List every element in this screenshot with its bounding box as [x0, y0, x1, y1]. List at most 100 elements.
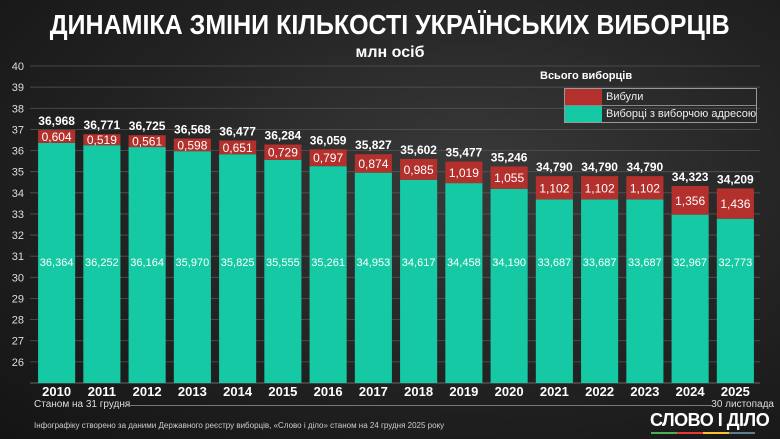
chart-title-container: ДИНАМІКА ЗМІНИ КІЛЬКОСТІ УКРАЇНСЬКИХ ВИБ… [0, 8, 780, 42]
legend-title: Всього виборців [540, 70, 633, 82]
note-left: Станом на 31 грудня [34, 399, 131, 410]
logo-stripe [651, 432, 755, 434]
total-value-label: 35,602 [400, 143, 437, 157]
x-tick-label: 2012 [133, 384, 162, 399]
x-tick-label: 2014 [223, 384, 253, 399]
legend-item-vybuly: Вибули [565, 89, 756, 106]
dropped-value-label: 0,598 [177, 138, 207, 152]
bar-segment-with-address [581, 199, 619, 383]
bar-segment-dropped-out [490, 166, 528, 189]
address-value-label: 34,953 [357, 257, 391, 269]
bar-segment-dropped-out [128, 135, 166, 148]
x-tick-label: 2020 [495, 384, 524, 399]
bar-segment-with-address [626, 199, 664, 383]
dropped-value-label: 1,019 [449, 166, 479, 180]
bar-segment-with-address [309, 166, 347, 383]
bar-segment-with-address [264, 159, 302, 383]
total-value-label: 36,568 [174, 123, 211, 137]
address-value-label: 36,252 [85, 257, 119, 269]
dropped-value-label: 0,797 [313, 151, 343, 165]
dropped-value-label: 1,102 [585, 181, 615, 195]
x-tick-label: 2021 [540, 384, 569, 399]
bar-segment-with-address [173, 151, 211, 383]
address-value-label: 34,617 [402, 257, 436, 269]
x-tick-label: 2010 [42, 384, 71, 399]
bar-segment-with-address [400, 179, 438, 383]
address-value-label: 33,687 [538, 257, 572, 269]
dropped-value-label: 0,651 [223, 141, 253, 155]
x-tick-label: 2016 [314, 384, 343, 399]
bar-segment-with-address [445, 183, 483, 383]
y-tick-label: 37 [12, 124, 24, 136]
y-tick-label: 38 [12, 103, 24, 115]
x-tick-label: 2019 [449, 384, 478, 399]
chart-title: ДИНАМІКА ЗМІНИ КІЛЬКОСТІ УКРАЇНСЬКИХ ВИБ… [50, 9, 730, 40]
note-right: 30 листопада [711, 399, 774, 410]
bar-segment-with-address [83, 145, 121, 383]
dropped-value-label: 0,985 [404, 163, 434, 177]
legend-item-address: Виборці з виборчою адресою [565, 106, 756, 122]
bar-segment-dropped-out [535, 176, 573, 200]
address-value-label: 35,970 [176, 257, 210, 269]
total-value-label: 34,790 [536, 160, 573, 174]
y-tick-label: 28 [12, 315, 24, 327]
legend-label: Вибули [606, 91, 644, 103]
x-tick-label: 2024 [676, 384, 706, 399]
x-tick-label: 2023 [630, 384, 659, 399]
total-value-label: 36,968 [38, 114, 75, 128]
bar-segment-dropped-out [83, 134, 121, 146]
bar-segment-with-address [716, 218, 754, 383]
bar-segment-dropped-out [445, 161, 483, 184]
y-tick-label: 29 [12, 293, 24, 305]
dropped-value-label: 1,055 [494, 171, 524, 185]
x-tick-label: 2022 [585, 384, 614, 399]
dropped-value-label: 0,561 [132, 135, 162, 149]
x-tick-label: 2018 [404, 384, 433, 399]
y-tick-label: 34 [12, 188, 24, 200]
y-tick-label: 32 [12, 230, 24, 242]
bar-segment-dropped-out [716, 188, 754, 219]
address-value-label: 36,364 [40, 257, 74, 269]
y-tick-label: 35 [12, 167, 24, 179]
bar-segment-dropped-out [309, 149, 347, 167]
address-value-label: 32,967 [673, 257, 707, 269]
bar-segment-dropped-out [400, 158, 438, 180]
y-tick-label: 26 [12, 357, 24, 369]
y-tick-label: 30 [12, 272, 24, 284]
total-value-label: 34,790 [627, 160, 664, 174]
total-value-label: 34,323 [672, 170, 709, 184]
bar-segment-dropped-out [264, 144, 302, 160]
address-value-label: 36,164 [130, 257, 164, 269]
bar-segment-with-address [354, 172, 392, 383]
dropped-value-label: 0,519 [87, 133, 117, 147]
legend-swatch-green [565, 106, 602, 122]
address-value-label: 35,261 [311, 257, 345, 269]
bar-segment-with-address [128, 147, 166, 383]
y-tick-label: 40 [12, 61, 24, 73]
chart-subtitle: млн осіб [355, 44, 425, 61]
dropped-value-label: 0,604 [42, 130, 72, 144]
logo: СЛОВО І ДІЛО [650, 410, 770, 430]
timeline-divider [123, 405, 712, 406]
total-value-label: 34,209 [717, 172, 754, 186]
y-tick-label: 27 [12, 336, 24, 348]
address-value-label: 34,190 [492, 257, 526, 269]
total-value-label: 34,790 [581, 160, 618, 174]
dropped-value-label: 1,436 [720, 197, 750, 211]
total-value-label: 35,246 [491, 150, 528, 164]
x-tick-label: 2013 [178, 384, 207, 399]
dropped-value-label: 1,356 [675, 194, 705, 208]
bar-segment-dropped-out [626, 176, 664, 200]
dropped-value-label: 1,102 [539, 181, 569, 195]
y-tick-label: 31 [12, 251, 24, 263]
bar-segment-with-address [38, 142, 76, 383]
y-tick-label: 33 [12, 209, 24, 221]
bar-segment-with-address [671, 214, 709, 383]
x-tick-label: 2025 [721, 384, 750, 399]
address-value-label: 33,687 [628, 257, 662, 269]
bar-segment-with-address [490, 188, 528, 383]
bar-segment-dropped-out [671, 185, 709, 215]
legend-swatch-red [565, 89, 602, 105]
bar-segment-dropped-out [38, 130, 76, 143]
